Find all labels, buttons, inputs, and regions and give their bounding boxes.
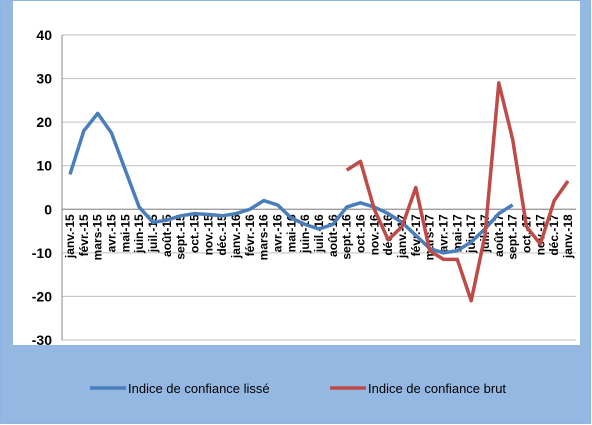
x-tick-label: nov.-16 [367,214,381,255]
x-tick-label: juin-15 [132,214,146,254]
y-tick-label: 10 [36,158,52,174]
x-tick-label: juin-16 [298,214,312,254]
x-tick-label: oct.-15 [188,214,202,253]
x-tick-label: oct.-17 [520,214,534,253]
x-tick-label: avr.-17 [437,214,451,252]
x-tick-label: mai-17 [450,214,464,252]
x-tick-label: oct.-16 [354,214,368,253]
x-tick-label: avr.-16 [271,214,285,252]
x-tick-label: déc.-17 [547,214,561,256]
series-line [345,81,570,303]
x-tick-label: janv.-15 [63,214,77,259]
x-tick-label: juil.-15 [146,214,160,253]
x-tick-label: mars-15 [91,214,105,260]
x-tick-label: nov.-15 [201,214,215,255]
x-tick-label: mai-16 [284,214,298,252]
y-tick-label: 20 [36,114,52,130]
legend-label: Indice de confiance brut [368,381,506,396]
y-tick-label: -20 [32,288,52,304]
y-tick-label: -10 [32,245,52,261]
left-band [1,1,13,423]
x-tick-label: sept.-17 [506,214,520,260]
right-band [580,1,590,423]
x-tick-label: déc.-15 [215,214,229,256]
x-tick-label: juil.-16 [312,214,326,253]
x-tick-label: sept.-16 [340,214,354,260]
x-tick-label: mai-15 [118,214,132,252]
y-tick-label: 30 [36,71,52,87]
series-line [68,111,514,255]
legend-area [1,345,590,423]
x-tick-label: août-17 [492,214,506,257]
x-tick-label: sept.-15 [174,214,188,260]
x-tick-label: août-15 [160,214,174,257]
x-tick-label: janv.-18 [561,214,575,259]
x-tick-label: févr.-16 [243,214,257,256]
y-tick-label: -30 [32,332,52,348]
x-tick-label: avr.-15 [105,214,119,252]
x-tick-label: juin-17 [464,214,478,254]
x-tick-label: févr.-15 [77,214,91,256]
y-tick-label: 0 [44,201,52,217]
x-tick-label: mars-16 [257,214,271,260]
legend-label: Indice de confiance lissé [128,381,270,396]
x-tick-label: déc.-16 [381,214,395,256]
x-tick-label: nov.-17 [533,214,547,255]
x-tick-label: janv.-16 [229,214,243,259]
y-tick-label: 40 [36,27,52,43]
